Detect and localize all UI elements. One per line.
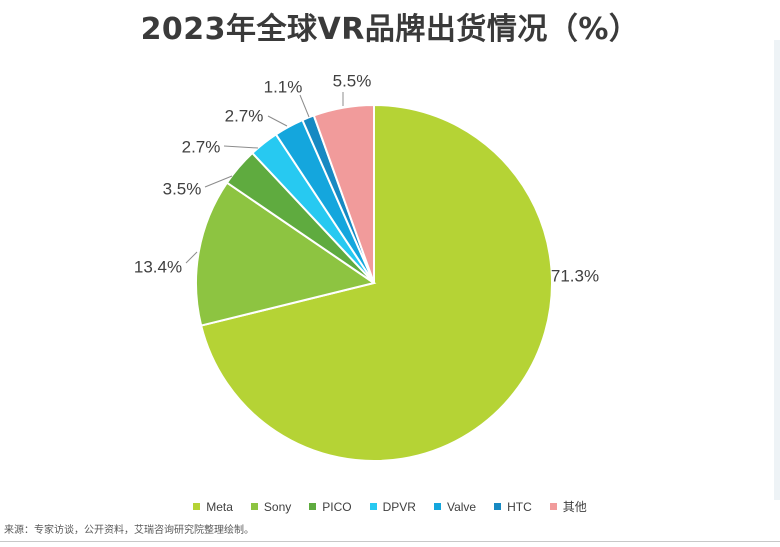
legend-label: Sony [263, 499, 292, 514]
pie-slice-meta [199, 103, 553, 462]
legend-label: HTC [507, 499, 532, 514]
legend-item: HTC [494, 498, 532, 515]
chart-legend: Meta Sony PICO DPVR Valve HTC 其他 [0, 498, 780, 515]
pie-slice-其他 [312, 103, 375, 284]
data-label: 71.3% [551, 266, 599, 285]
data-label: 2.7% [182, 137, 221, 156]
data-label: 13.4% [134, 257, 182, 276]
legend-swatch [494, 503, 502, 510]
legend-swatch [309, 503, 317, 510]
legend-label: 其他 [562, 500, 587, 514]
legend-label: PICO [322, 499, 352, 514]
data-label: 3.5% [163, 179, 202, 198]
legend-swatch [549, 503, 557, 510]
legend-item: Sony [250, 498, 292, 515]
pie-slice-sony [195, 181, 377, 327]
leader-line [267, 115, 288, 127]
legend-item: PICO [309, 498, 352, 515]
leader-line [299, 94, 310, 118]
data-label: 1.1% [264, 77, 303, 96]
legend-label: DPVR [382, 499, 416, 514]
chart-title: 2023年全球VR品牌出货情况（%） [140, 12, 640, 47]
legend-item: 其他 [549, 498, 587, 515]
legend-item: DPVR [369, 498, 416, 515]
legend-swatch [193, 503, 201, 510]
legend-label: Meta [206, 499, 233, 514]
leader-line [204, 175, 233, 188]
legend-swatch [250, 503, 258, 510]
scroll-edge [774, 40, 780, 500]
legend-item: Valve [433, 498, 477, 515]
footer-divider [0, 541, 780, 542]
data-label: 2.7% [225, 106, 264, 125]
leader-line [185, 251, 198, 264]
legend-item: Meta [193, 498, 233, 515]
legend-swatch [433, 503, 441, 510]
data-label: 5.5% [333, 71, 372, 90]
legend-label: Valve [446, 499, 477, 514]
legend-swatch [369, 503, 377, 510]
leader-line [223, 145, 259, 149]
source-note: 来源：专家访谈，公开资料，艾瑞咨询研究院整理绘制。 [4, 525, 254, 536]
